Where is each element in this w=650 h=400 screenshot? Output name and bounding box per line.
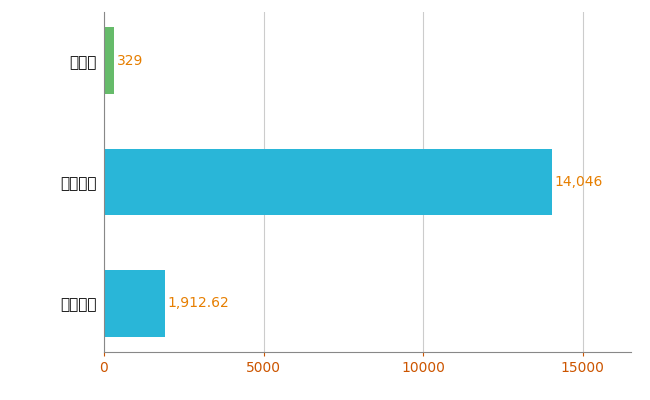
Text: 329: 329 — [117, 54, 144, 68]
Text: 1,912.62: 1,912.62 — [168, 296, 229, 310]
Bar — [104, 28, 114, 94]
Bar — [104, 270, 165, 336]
Bar — [104, 149, 552, 215]
Text: 14,046: 14,046 — [554, 175, 603, 189]
